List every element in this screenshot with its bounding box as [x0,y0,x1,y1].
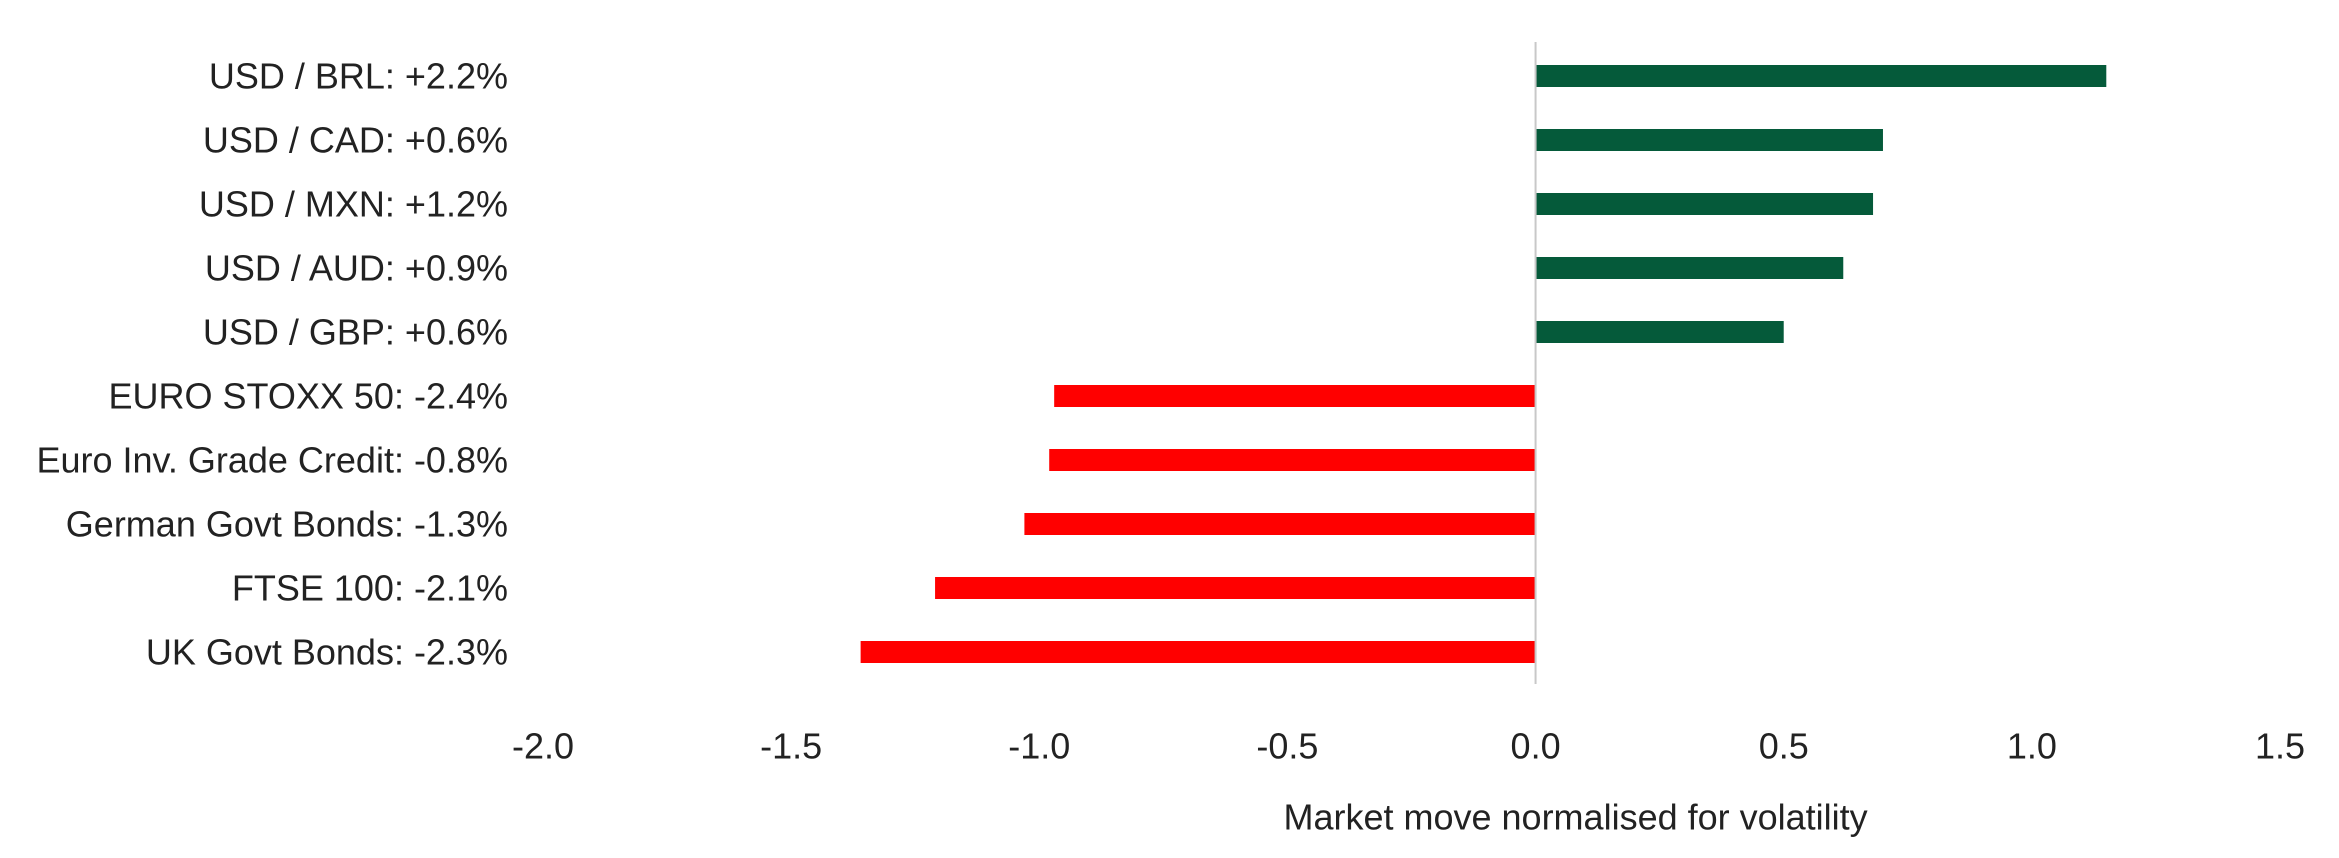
bar-1 [1535,129,1883,151]
category-labels: USD / BRL: +2.2% USD / CAD: +0.6% USD / MX… [36,56,508,673]
category-label-6: Euro Inv. Grade Credit: -0.8% [36,440,508,481]
category-label-5: EURO STOXX 50: -2.4% [109,376,508,417]
bar-9 [860,641,1536,663]
bar-4 [1535,321,1784,343]
bar-8 [935,577,1536,599]
x-tick-label-6: 1.0 [2007,726,2057,767]
category-label-8: FTSE 100: -2.1% [232,568,508,609]
x-tick-label-7: 1.5 [2255,726,2305,767]
bar-6 [1049,449,1536,471]
x-tick-label-0: -2.0 [512,726,574,767]
bar-0 [1535,65,2107,87]
bar-5 [1054,385,1536,407]
bars-layer [860,65,2107,663]
x-tick-label-3: -0.5 [1256,726,1318,767]
category-label-9: UK Govt Bonds: -2.3% [146,632,508,673]
category-label-0: USD / BRL: +2.2% [209,56,508,97]
x-tick-label-1: -1.5 [760,726,822,767]
category-label-2: USD / MXN: +1.2% [199,184,508,225]
category-label-1: USD / CAD: +0.6% [203,120,508,161]
x-tick-label-2: -1.0 [1008,726,1070,767]
category-label-7: German Govt Bonds: -1.3% [66,504,508,545]
x-tick-label-5: 0.5 [1759,726,1809,767]
x-axis-title: Market move normalised for volatility [1283,797,1867,838]
bar-3 [1535,257,1844,279]
bar-2 [1535,193,1874,215]
bar-7 [1024,513,1536,535]
category-label-4: USD / GBP: +0.6% [203,312,508,353]
x-tick-label-4: 0.0 [1511,726,1561,767]
category-label-3: USD / AUD: +0.9% [205,248,508,289]
x-tick-labels: -2.0 -1.5 -1.0 -0.5 0.0 0.5 1.0 1.5 [512,726,2305,767]
